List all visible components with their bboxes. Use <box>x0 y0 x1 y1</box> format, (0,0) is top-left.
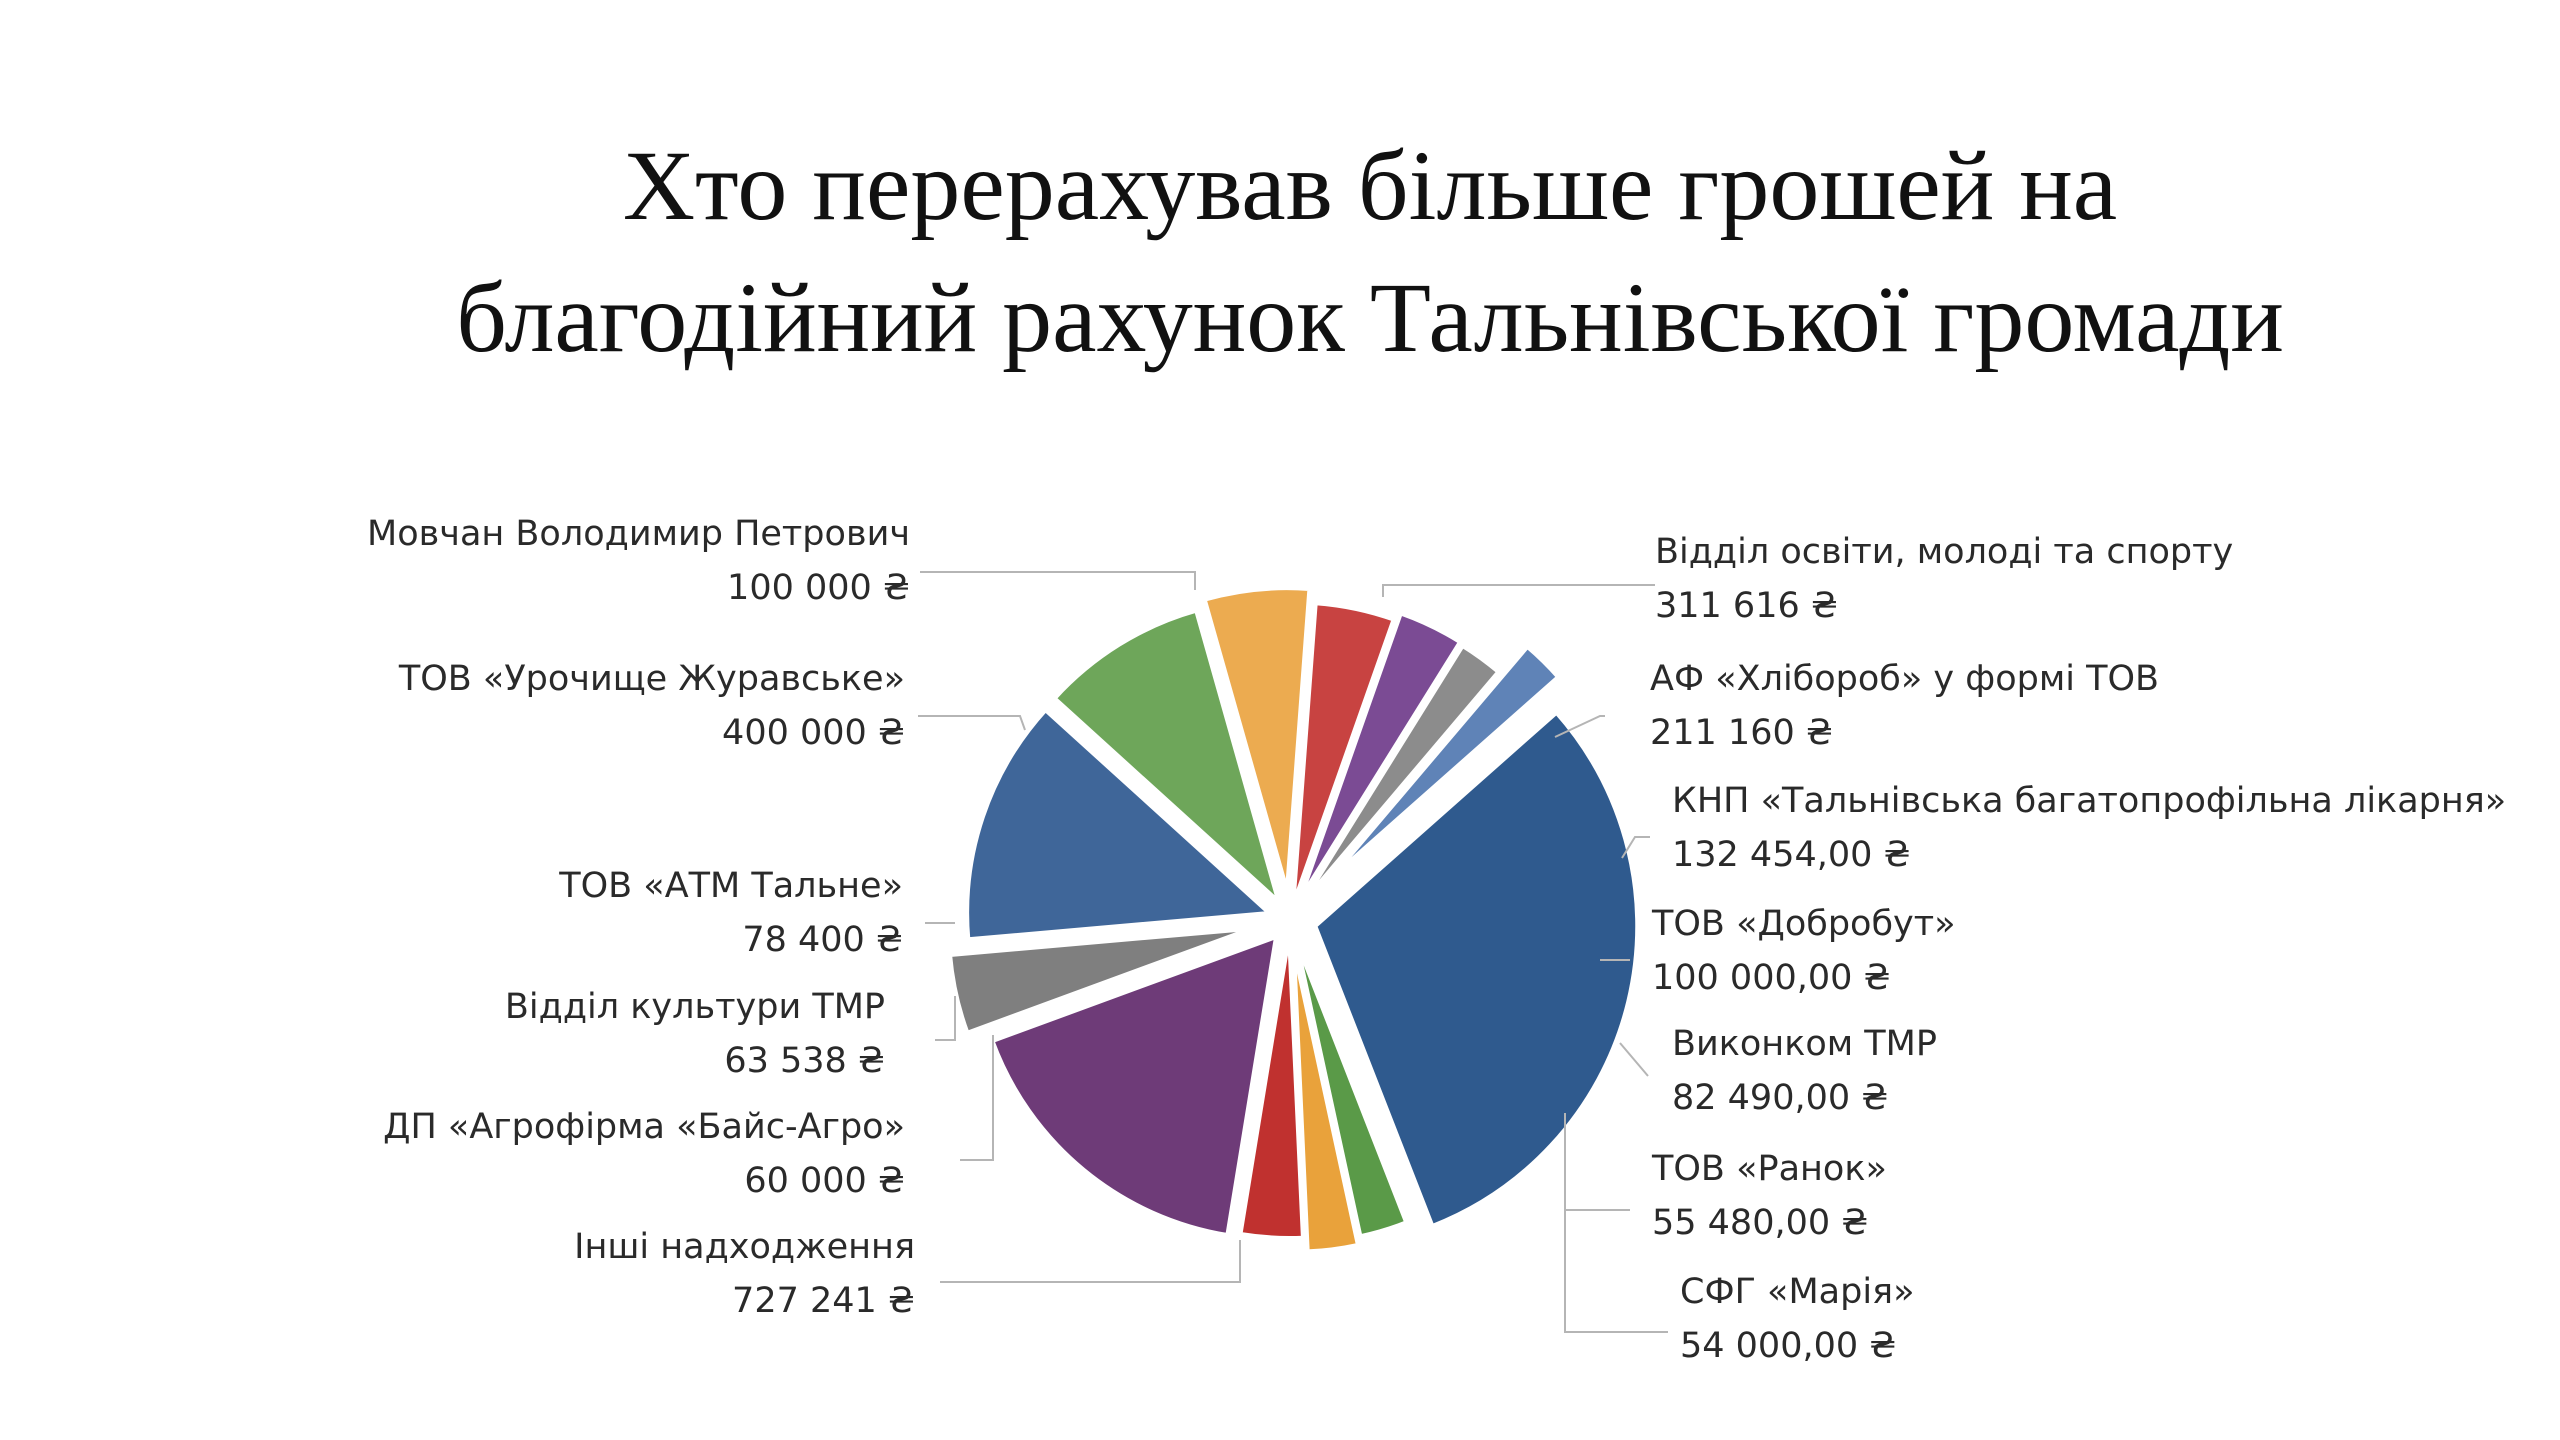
pie-slice-9 <box>1294 940 1409 1239</box>
slice-label-value-7: 54 000,00 ₴ <box>1680 1326 1896 1366</box>
leader-line-1 <box>1382 584 1655 597</box>
slice-label-value-9: 60 000 ₴ <box>744 1161 905 1201</box>
slice-label-name-6: ТОВ «Ранок» <box>1651 1149 1887 1189</box>
slice-label-value-1: 311 616 ₴ <box>1655 586 1838 626</box>
slice-label-name-9: ДП «Агрофірма «Байс-Агро» <box>383 1107 905 1147</box>
slice-label-name-3: КНП «Тальнівська багатопрофільна лікарня… <box>1672 781 2506 821</box>
pie-slice-13 <box>947 926 1252 1036</box>
leader-line-6 <box>1564 1113 1630 1211</box>
slice-label-value-6: 55 480,00 ₴ <box>1652 1203 1868 1243</box>
chart-title-line-2: благодійний рахунок Тальнівської громади <box>456 262 2284 373</box>
pie-slice-2 <box>1051 608 1283 908</box>
leader-line-7 <box>1564 1150 1668 1333</box>
slice-label-value-2: 211 160 ₴ <box>1650 713 1833 753</box>
pie-slices <box>947 586 1640 1254</box>
slice-label-name-13: Мовчан Володимир Петрович <box>367 514 910 554</box>
slice-label-value-3: 132 454,00 ₴ <box>1672 835 1911 875</box>
pie-slice-6 <box>1301 643 1502 904</box>
slice-label-name-12: ТОВ «Урочище Журавське» <box>398 659 905 699</box>
leader-line-2 <box>1554 715 1605 738</box>
slice-label-value-11: 78 400 ₴ <box>742 920 903 960</box>
slice-label-value-13: 100 000 ₴ <box>727 568 910 608</box>
leader-line-12 <box>918 715 1026 731</box>
chart-title-line-1: Хто перерахував більше грошей на <box>622 130 2118 241</box>
slice-label-name-2: АФ «Хлібороб» у формі ТОВ <box>1650 659 2159 699</box>
slice-label-value-10: 63 538 ₴ <box>724 1041 885 1081</box>
slice-label-name-4: ТОВ «Добробут» <box>1651 904 1956 944</box>
slice-label-name-10: Відділ культури ТМР <box>505 987 885 1027</box>
slice-label-value-8: 727 241 ₴ <box>732 1281 915 1321</box>
slice-label-name-8: Інші надходження <box>574 1227 915 1267</box>
pie-slice-12 <box>989 933 1279 1238</box>
leader-line-13 <box>920 571 1196 590</box>
leader-line-5 <box>1619 1042 1649 1077</box>
pie-slice-3 <box>1202 586 1312 891</box>
slice-label-value-12: 400 000 ₴ <box>722 713 905 753</box>
leader-lines <box>918 571 1668 1333</box>
slice-label-name-11: ТОВ «АТМ Тальне» <box>558 866 903 906</box>
pie-slice-1 <box>965 707 1274 942</box>
slice-label-name-7: СФГ «Марія» <box>1680 1272 1915 1312</box>
slice-label-name-1: Відділ освіти, молоді та спорту <box>1655 532 2233 572</box>
leader-line-10 <box>935 996 956 1041</box>
leader-line-9 <box>960 1035 994 1161</box>
pie-slice-10 <box>1291 949 1361 1254</box>
slice-label-value-4: 100 000,00 ₴ <box>1652 958 1891 998</box>
pie-slice-11 <box>1238 935 1305 1240</box>
chart-title: Хто перерахував більше грошей на благоді… <box>0 120 2560 384</box>
pie-slice-7 <box>1330 643 1561 879</box>
pie-slice-5 <box>1298 610 1463 900</box>
slice-label-value-5: 82 490,00 ₴ <box>1672 1078 1888 1118</box>
pie-slice-8 <box>1312 709 1640 1229</box>
leader-line-8 <box>940 1240 1241 1283</box>
leader-line-3 <box>1621 836 1650 859</box>
pie-slice-4 <box>1291 601 1397 905</box>
data-labels: Відділ освіти, молоді та спорту 311 616 ₴… <box>367 514 2506 1366</box>
slice-label-name-5: Виконком ТМР <box>1672 1024 1937 1064</box>
